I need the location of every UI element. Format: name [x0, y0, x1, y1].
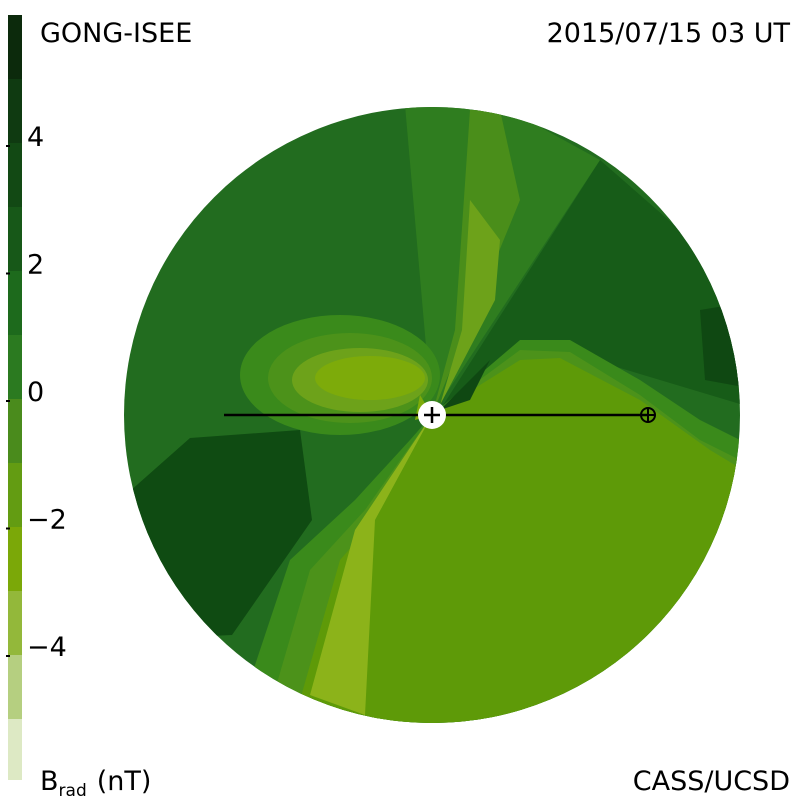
field-map: [124, 107, 740, 723]
earth: [640, 407, 656, 423]
colorbar-tick-label: −4: [27, 632, 67, 663]
colorbar-tick-label: 2: [27, 250, 44, 281]
colorbar-tick-label: 0: [27, 377, 44, 408]
colorbar-tick-label: −2: [27, 505, 67, 536]
credit-label: CASS/UCSD: [633, 766, 790, 797]
date-label: 2015/07/15 03 UT: [547, 18, 791, 49]
sun-marker: [424, 407, 440, 423]
colorbar-label: Brad (nT): [40, 766, 151, 800]
source-label: GONG-ISEE: [40, 18, 192, 49]
symbol: B: [40, 766, 59, 797]
subscript: rad: [59, 781, 87, 800]
colorbar: [8, 15, 22, 780]
colorbar-tick-label: 4: [27, 122, 44, 153]
unit: (nT): [97, 766, 152, 797]
